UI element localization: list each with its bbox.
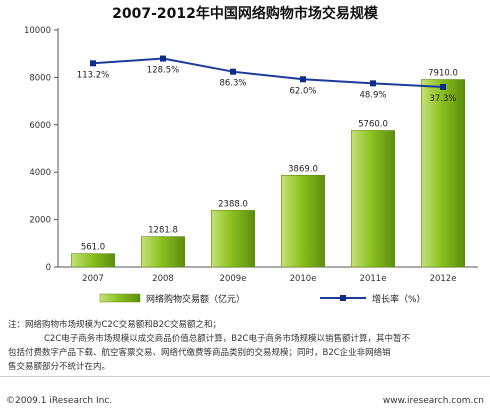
bar-value-label: 5760.0: [358, 119, 388, 129]
footnote: 注：网络购物市场规模为C2C交易额和B2C交易额之和； C2C电子商务市场规模以…: [8, 318, 482, 374]
chart-title: 2007-2012年中国网络购物市场交易规模: [112, 5, 379, 22]
legend-bar-swatch: [99, 293, 141, 303]
bar-value-label: 2388.0: [218, 199, 248, 209]
bar-value-label: 561.0: [81, 243, 105, 253]
growth-rate-label: 37.3%: [429, 94, 456, 104]
growth-rate-series: [90, 55, 446, 90]
legend-line-marker: [340, 295, 346, 301]
growth-rate-label: 48.9%: [359, 90, 386, 100]
y-tick-label: 6000: [29, 121, 51, 131]
copyright-text: ©2009.1 iResearch Inc.: [6, 396, 113, 406]
x-tick-label: 2007: [82, 274, 104, 284]
bar-value-label: 3869.0: [288, 164, 318, 174]
bar-series: [71, 79, 465, 268]
footnote-line-4: 售交易额部分不统计在内。: [8, 362, 111, 372]
y-tick-label: 8000: [29, 73, 51, 83]
footer-divider: [0, 376, 490, 377]
growth-rate-label: 86.3%: [219, 79, 246, 89]
growth-rate-marker: [300, 76, 306, 83]
footnote-line-3: 包括付费数字产品下载、航空客票交易、网络代缴费等商品类别的交易规模；同时，B2C…: [8, 348, 391, 358]
x-tick-label: 2009e: [220, 274, 247, 284]
bar-2007: [71, 253, 116, 268]
growth-rate-labels: 113.2% 128.5% 86.3% 62.0% 48.9% 37.3%: [77, 66, 457, 104]
bar-2010e: [280, 175, 325, 268]
legend-bar-label: 网络购物交易额（亿元）: [146, 293, 245, 305]
growth-rate-label: 128.5%: [147, 66, 179, 76]
bar-2009e: [211, 210, 256, 268]
legend: 网络购物交易额（亿元） 增长率（%）: [99, 293, 426, 305]
y-tick-label: 0: [46, 263, 51, 273]
footnote-line-1: 注：网络购物市场规模为C2C交易额和B2C交易额之和；: [8, 320, 221, 330]
x-axis: 2007 2008 2009e 2010e 2011e 2012e: [58, 266, 478, 284]
source-url[interactable]: www.iresearch.com.cn: [382, 396, 484, 406]
bar-value-label: 1281.8: [148, 226, 178, 236]
bar-2012e: [420, 79, 465, 268]
growth-rate-marker: [370, 80, 376, 87]
y-tick-label: 10000: [24, 26, 51, 36]
footnote-line-2: C2C电子商务市场规模以成交商品价值总额计算，B2C电子商务市场规模以销售额计算…: [44, 334, 410, 344]
x-tick-label: 2011e: [360, 274, 387, 284]
growth-rate-marker: [90, 60, 96, 67]
bar-2008: [141, 236, 186, 268]
growth-rate-marker: [440, 83, 446, 90]
growth-rate-label: 113.2%: [77, 70, 109, 80]
y-tick-label: 4000: [29, 168, 51, 178]
legend-line-label: 增长率（%）: [372, 293, 426, 305]
bar-value-labels: 561.0 1281.8 2388.0 3869.0 5760.0 7910.0: [81, 69, 458, 253]
growth-rate-marker: [230, 68, 236, 75]
x-tick-label: 2008: [152, 274, 174, 284]
growth-rate-marker: [160, 55, 166, 62]
x-tick-label: 2010e: [290, 274, 317, 284]
y-axis: 0 2000 4000 6000 8000 10000: [24, 26, 59, 273]
bar-2011e: [350, 130, 395, 268]
growth-rate-label: 62.0%: [289, 86, 316, 96]
growth-rate-line: [92, 57, 444, 88]
bar-value-label: 7910.0: [428, 69, 458, 79]
x-tick-label: 2012e: [430, 274, 457, 284]
y-tick-label: 2000: [29, 216, 51, 226]
